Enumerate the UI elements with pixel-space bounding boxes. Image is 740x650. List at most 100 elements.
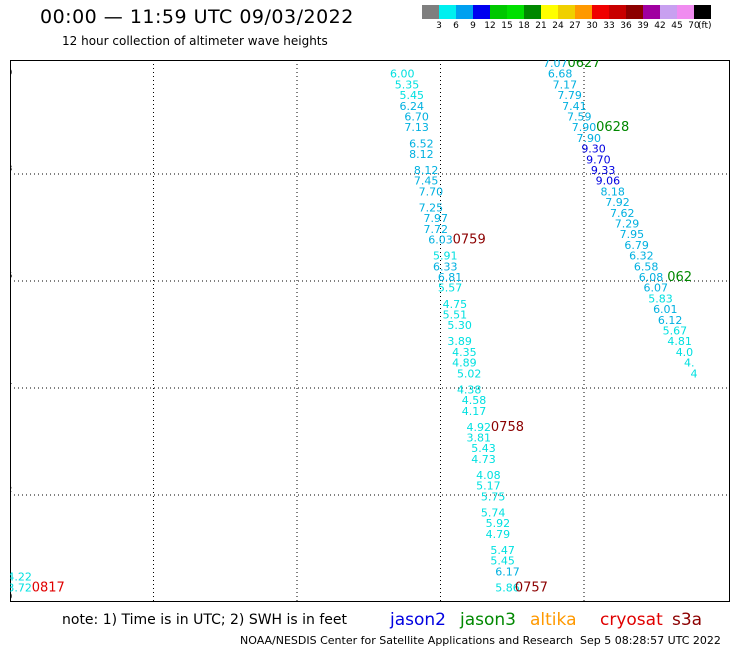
map-plot: -165-162-159-156-153-1543032343638406.00… — [1, 56, 730, 611]
wave-height-value: 4. — [684, 357, 695, 370]
wave-height-value: 7.95 — [620, 228, 645, 241]
color-scale-swatch — [558, 5, 575, 19]
credit-line: NOAA/NESDIS Center for Satellite Applica… — [240, 634, 574, 647]
wave-height-value: 6.70 — [404, 111, 429, 124]
wave-height-value: 4.79 — [486, 528, 511, 541]
wave-height-value: 8.12 — [414, 164, 439, 177]
color-scale-label: 42 — [654, 21, 666, 31]
y-tick-label: 34 — [10, 378, 12, 387]
generated-timestamp: Sep 5 08:28:57 UTC 2022 — [580, 634, 721, 647]
pass-time-label: 062 — [667, 270, 692, 285]
wave-height-value: 4.92 — [467, 421, 492, 434]
wave-height-value: 6.07 — [644, 282, 669, 295]
color-scale-label: 45 — [671, 21, 683, 31]
wave-height-value: 6.17 — [495, 565, 520, 578]
wave-height-value: 5.86 — [495, 581, 520, 594]
color-scale-swatch — [626, 5, 643, 19]
color-scale-label: 33 — [603, 21, 615, 31]
wave-height-value: 7.72 — [423, 223, 448, 236]
wave-height-value: 7.62 — [610, 207, 635, 220]
pass-time-label: 0817 — [32, 580, 65, 595]
wave-height-value: 7.07 — [543, 60, 568, 70]
color-scale-swatch — [677, 5, 694, 19]
wave-height-value: 4.08 — [476, 469, 501, 482]
wave-height-value: 5.51 — [443, 308, 468, 321]
wave-height-value: 6.58 — [634, 260, 659, 273]
legend-item-altika: altika — [530, 610, 577, 630]
legend-item-jason3: jason3 — [460, 610, 516, 630]
wave-height-value: 7.90 — [577, 132, 602, 145]
wave-height-value: 9.33 — [591, 164, 616, 177]
wave-height-value: 5.30 — [447, 319, 472, 332]
wave-height-value: 5.57 — [438, 282, 463, 295]
wave-height-value: 3.81 — [467, 432, 492, 445]
wave-height-value: 7.70 — [419, 185, 444, 198]
pass-time-label: 0759 — [453, 233, 486, 248]
color-scale-label: 12 — [484, 21, 496, 31]
color-scale-label: 30 — [586, 21, 598, 31]
wave-height-value: 6.01 — [653, 303, 678, 316]
wave-height-value: 7.90 — [572, 121, 597, 134]
wave-height-value: 4.58 — [462, 394, 487, 407]
wave-height-value: 9.30 — [581, 143, 606, 156]
wave-height-value: 5.47 — [490, 544, 515, 557]
color-scale-swatch — [456, 5, 473, 19]
color-scale-swatch — [422, 5, 439, 19]
wave-height-value: 7.59 — [567, 111, 592, 124]
wave-height-value: 6.33 — [433, 260, 458, 273]
y-tick-label: 38 — [10, 164, 12, 173]
color-scale-label: 70 — [688, 21, 700, 31]
wave-height-value: 4.89 — [452, 357, 477, 370]
wave-height-value: 5.75 — [481, 490, 506, 503]
wave-height-value: 4.0 — [676, 346, 694, 359]
color-scale-label: 21 — [535, 21, 547, 31]
color-scale-swatch — [694, 5, 711, 19]
color-scale-label: 39 — [637, 21, 649, 31]
pass-time-label: 0628 — [596, 120, 629, 135]
y-tick-label: 36 — [10, 271, 12, 280]
color-scale-label: 18 — [518, 21, 530, 31]
pass-time-label: 0627 — [567, 60, 600, 71]
map-frame — [10, 60, 730, 602]
color-scale-label: 27 — [569, 21, 581, 31]
units-note: note: 1) Time is in UTC; 2) SWH is in fe… — [62, 612, 348, 628]
wave-height-value: 4.75 — [443, 298, 468, 311]
wave-height-value: 7.17 — [553, 78, 578, 91]
wave-height-value: 7.13 — [404, 121, 429, 134]
color-scale-label: 6 — [453, 21, 459, 31]
wave-height-value: 5.92 — [486, 517, 511, 530]
color-scale-swatch — [660, 5, 677, 19]
wave-height-value: 5.45 — [490, 555, 515, 568]
color-scale-swatch — [541, 5, 558, 19]
wave-height-value: 9.70 — [586, 153, 611, 166]
wave-height-value: 5.17 — [476, 480, 501, 493]
wave-height-value: 6.03 — [428, 234, 453, 247]
pass-time-label: 0758 — [491, 420, 524, 435]
color-scale-label: 36 — [620, 21, 632, 31]
legend-item-cryosat: cryosat — [600, 610, 663, 630]
y-tick-label: 40 — [10, 68, 12, 77]
wave-height-value: 5.74 — [481, 506, 506, 519]
wave-height-value: 4.17 — [462, 405, 487, 418]
wave-height-value: 4 — [691, 367, 698, 380]
color-scale-swatch — [609, 5, 626, 19]
color-scale-label: 24 — [552, 21, 564, 31]
color-scale-swatch — [490, 5, 507, 19]
map-svg: -165-162-159-156-153-1543032343638406.00… — [1, 56, 730, 611]
color-scale-swatch — [592, 5, 609, 19]
wave-height-value: 5.43 — [471, 442, 496, 455]
wave-height-value: 6.68 — [548, 68, 573, 81]
wave-height-value: 8.18 — [600, 185, 625, 198]
wave-height-value: 6.81 — [438, 271, 463, 284]
wave-height-value: 7.41 — [562, 100, 587, 113]
color-scale-swatch — [473, 5, 490, 19]
wave-height-value: 4.38 — [457, 383, 482, 396]
legend-item-s3a: s3a — [672, 610, 703, 630]
y-tick-label: 32 — [10, 485, 12, 494]
pass-time-label: 0757 — [515, 580, 548, 595]
wave-height-value: 7.79 — [557, 89, 582, 102]
color-scale-label: 3 — [436, 21, 442, 31]
wave-height-value: 6.32 — [629, 250, 654, 263]
color-scale-swatch — [643, 5, 660, 19]
wave-height-value: 7.45 — [414, 175, 439, 188]
